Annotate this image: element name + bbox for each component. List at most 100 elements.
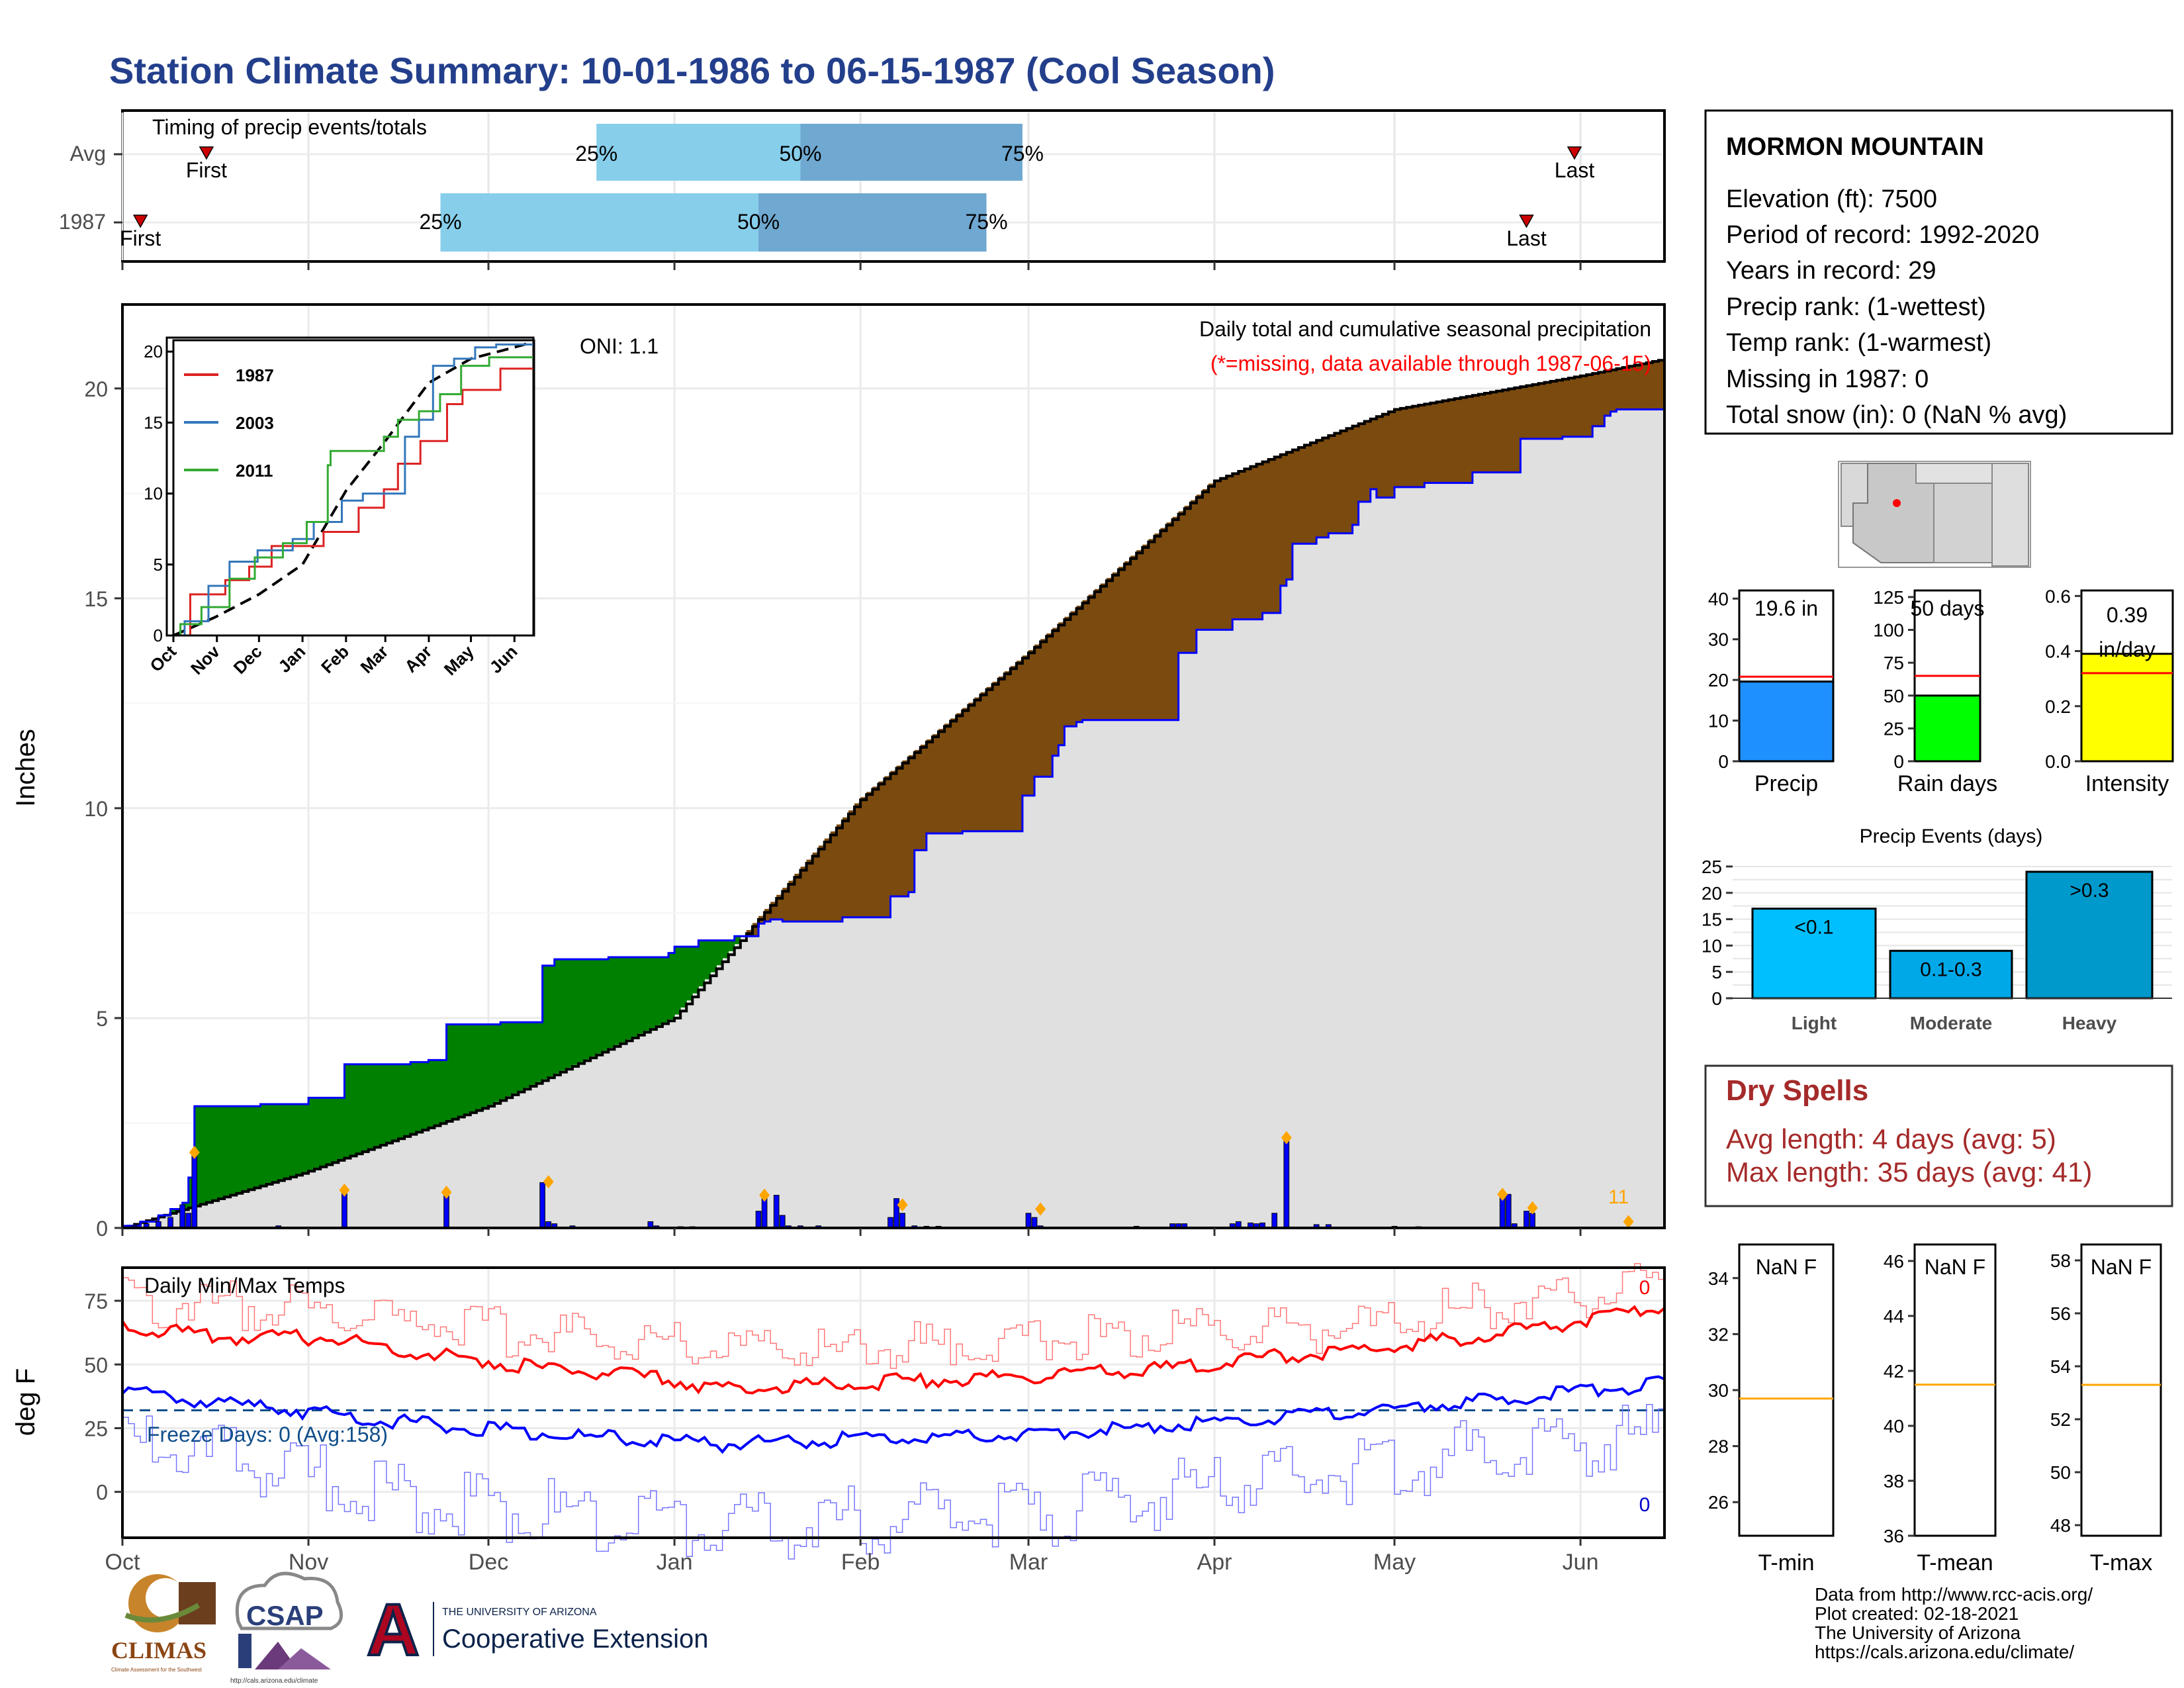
above-average-fill <box>344 1064 351 1158</box>
station-location-dot <box>1893 499 1901 507</box>
locator-map <box>1838 461 2031 568</box>
below-average-fill <box>1574 376 1581 437</box>
daily-precip-bar <box>1025 1213 1032 1229</box>
temp-box-tick-label: 42 <box>1884 1361 1904 1382</box>
daily-precip-bar <box>1283 1137 1290 1229</box>
below-average-fill <box>1040 639 1047 777</box>
daily-precip-bar <box>1505 1194 1512 1229</box>
above-average-fill <box>284 1103 291 1178</box>
temp-y-axis: 0 25 50 75 <box>84 1289 122 1505</box>
inset-legend: 1987 2003 2011 <box>184 365 274 481</box>
below-average-fill <box>1034 644 1041 777</box>
above-average-fill <box>452 1024 459 1119</box>
below-average-fill <box>1232 472 1239 620</box>
ua-small-text: THE UNIVERSITY OF ARIZONA <box>442 1607 597 1618</box>
events-y-tick-label: 5 <box>1711 962 1722 982</box>
month-x-label: Dec <box>469 1550 508 1575</box>
min-temp-count: 0 <box>1639 1494 1651 1516</box>
below-average-fill <box>1352 424 1359 525</box>
above-average-fill <box>518 1022 525 1091</box>
temp-y-tick-label: 50 <box>84 1353 108 1377</box>
events-y-tick-label: 10 <box>1702 935 1722 956</box>
station-snow: Total snow (in): 0 (NaN % avg) <box>1726 401 2067 429</box>
above-average-fill <box>254 1106 261 1188</box>
min-temp-extreme-line <box>122 1403 1665 1560</box>
above-average-fill <box>590 959 597 1056</box>
timing-row-label-avg: Avg <box>69 142 106 165</box>
below-average-fill <box>824 838 831 922</box>
above-average-fill <box>380 1064 387 1145</box>
summary-bar-tick-label: 100 <box>1873 620 1904 641</box>
above-average-fill <box>326 1098 333 1164</box>
below-average-fill <box>1004 671 1011 831</box>
below-average-fill <box>1118 567 1125 720</box>
below-average-fill <box>1244 467 1251 620</box>
above-average-fill <box>278 1103 285 1180</box>
events-bar-heavy <box>2025 870 2154 1000</box>
inset-frame <box>172 339 535 637</box>
above-average-fill <box>656 957 663 1025</box>
summary-bar-rain-days: 0 25 50 75 100 125 50 days Rain days <box>1873 587 1997 796</box>
above-average-fill <box>266 1103 273 1184</box>
below-average-fill <box>1226 475 1233 630</box>
climas-wordmark: CLIMAS <box>111 1637 206 1664</box>
above-average-fill <box>626 957 633 1040</box>
daily-precip-bar <box>887 1217 893 1229</box>
above-average-fill <box>338 1098 345 1160</box>
cumulative-precip-area <box>122 359 1666 1229</box>
below-average-fill <box>1502 389 1509 473</box>
above-average-fill <box>218 1106 225 1198</box>
below-average-fill <box>986 686 993 831</box>
above-average-fill <box>440 1060 447 1123</box>
below-average-fill <box>1142 544 1149 720</box>
temp-y-tick-label: 0 <box>96 1481 108 1505</box>
summary-bar-category-label: Precip <box>1754 771 1818 796</box>
daily-precip-bar <box>185 1213 192 1229</box>
climas-subtitle: Climate Assessment for the Southwest <box>111 1667 203 1673</box>
events-y-tick-label: 25 <box>1702 857 1722 877</box>
above-average-fill <box>350 1064 357 1155</box>
oni-label: ONI: 1.1 <box>580 334 659 358</box>
below-average-fill <box>1616 368 1623 410</box>
summary-bar-value <box>1738 680 1835 763</box>
above-average-fill <box>632 957 639 1037</box>
below-average-fill <box>890 771 897 897</box>
above-average-fill <box>332 1098 339 1162</box>
credits: Data from http://www.rcc-acis.org/ Plot … <box>1815 1584 2093 1662</box>
summary-bar-category-label: Intensity <box>2085 771 2169 796</box>
csap-url: http://cals.arizona.edu/climate <box>230 1677 318 1685</box>
timing-last-label: Last <box>1506 226 1547 250</box>
summary-bar-tick-label: 50 <box>1884 686 1904 706</box>
below-average-fill <box>806 859 813 922</box>
timing-first-label: First <box>186 158 227 182</box>
ua-extension-logo: A THE UNIVERSITY OF ARIZONA Cooperative … <box>363 1588 708 1672</box>
above-average-fill <box>500 1022 507 1100</box>
above-average-fill <box>578 959 585 1062</box>
events-category-label: Heavy <box>2062 1013 2117 1033</box>
month-x-label: Mar <box>1009 1550 1048 1575</box>
above-average-fill <box>506 1022 513 1097</box>
above-average-fill <box>644 957 651 1031</box>
below-average-fill <box>1124 561 1131 720</box>
observed-cumulative-line <box>122 405 1666 1227</box>
timing-bar-25-50 <box>440 193 759 252</box>
below-average-fill <box>1268 458 1275 614</box>
inset-y-tick-label: 5 <box>154 555 163 575</box>
station-period: Period of record: 1992-2020 <box>1726 221 2039 249</box>
temp-box-tick-label: 46 <box>1884 1251 1904 1272</box>
temp-lines <box>121 1263 1666 1560</box>
above-average-fill <box>434 1060 441 1125</box>
daily-precip-bar <box>893 1198 899 1229</box>
above-average-fill <box>650 957 657 1028</box>
below-average-fill <box>1064 616 1071 727</box>
above-average-fill <box>308 1098 315 1170</box>
dry-spells-title: Dry Spells <box>1726 1074 1868 1107</box>
events-category-label: Light <box>1792 1013 1837 1033</box>
below-average-fill <box>1052 628 1059 756</box>
below-average-fill <box>1280 453 1287 586</box>
timing-first-marker <box>132 214 148 228</box>
precip-panel-frame <box>121 303 1666 1229</box>
inset-legend-2003: 2003 <box>236 413 274 433</box>
below-average-fill <box>830 831 837 922</box>
timing-panel: 25% 50% 75% First Last 25% 50% 75% First Last Tim… <box>59 109 1666 263</box>
